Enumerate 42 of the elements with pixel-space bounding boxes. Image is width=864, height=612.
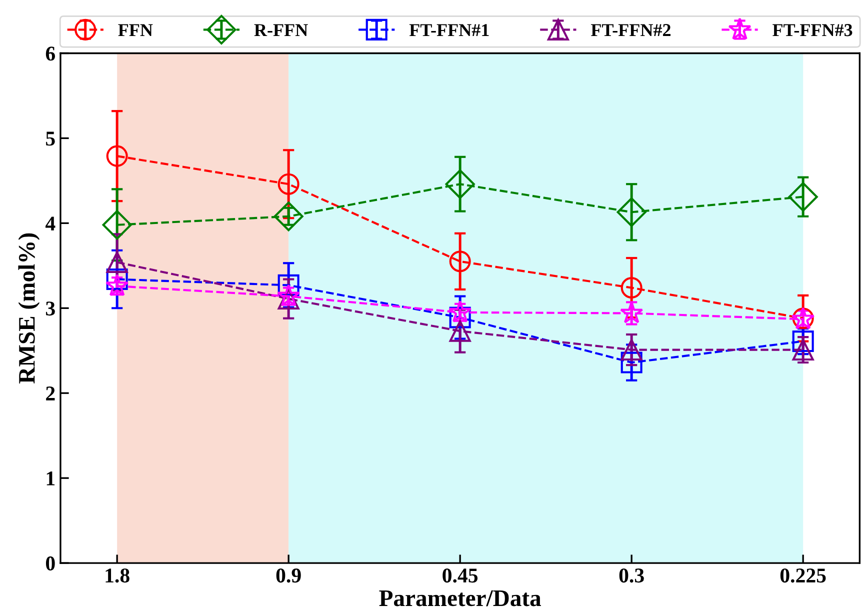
x-tick-label: 0.45 [442, 568, 478, 583]
point [449, 320, 471, 342]
x-tick-label: 0.9 [276, 568, 301, 583]
point [105, 274, 129, 296]
x-tick-label: 0.3 [619, 568, 644, 583]
point [449, 250, 471, 272]
point [792, 339, 814, 361]
point [788, 182, 818, 212]
y-axis-title: RMSE (mol%) [18, 233, 40, 384]
point [278, 288, 300, 310]
y-tick-label: 2 [46, 386, 55, 400]
y-tick-label: 1 [46, 472, 55, 486]
point [106, 251, 128, 274]
point [449, 306, 471, 328]
point [445, 169, 475, 199]
point [278, 274, 300, 296]
x-axis-title: Parameter/Data [379, 590, 542, 606]
legend-label: FFN [118, 24, 153, 36]
legend-label: FT-FFN#1 [409, 24, 489, 36]
point [274, 202, 304, 232]
x-tick-label: 1.8 [106, 568, 130, 583]
point [620, 339, 642, 361]
point [106, 145, 128, 167]
point [106, 268, 128, 290]
point [102, 210, 132, 240]
point [620, 276, 642, 299]
x-tick-label: 0.225 [780, 568, 826, 583]
point [276, 284, 300, 306]
y-tick-label: 4 [45, 216, 56, 230]
point [620, 352, 642, 374]
point [620, 301, 644, 324]
point [792, 330, 814, 352]
y-tick-label: 6 [46, 46, 56, 61]
point [448, 300, 472, 322]
legend-label: R-FFN [254, 24, 308, 36]
point [616, 197, 646, 227]
y-tick-label: 5 [46, 132, 55, 146]
point [278, 173, 300, 195]
y-tick-label: 3 [46, 302, 55, 316]
legend-label: FT-FFN#3 [772, 24, 852, 36]
y-tick-label: 0 [46, 556, 55, 570]
legend-label: FT-FFN#2 [590, 24, 670, 36]
